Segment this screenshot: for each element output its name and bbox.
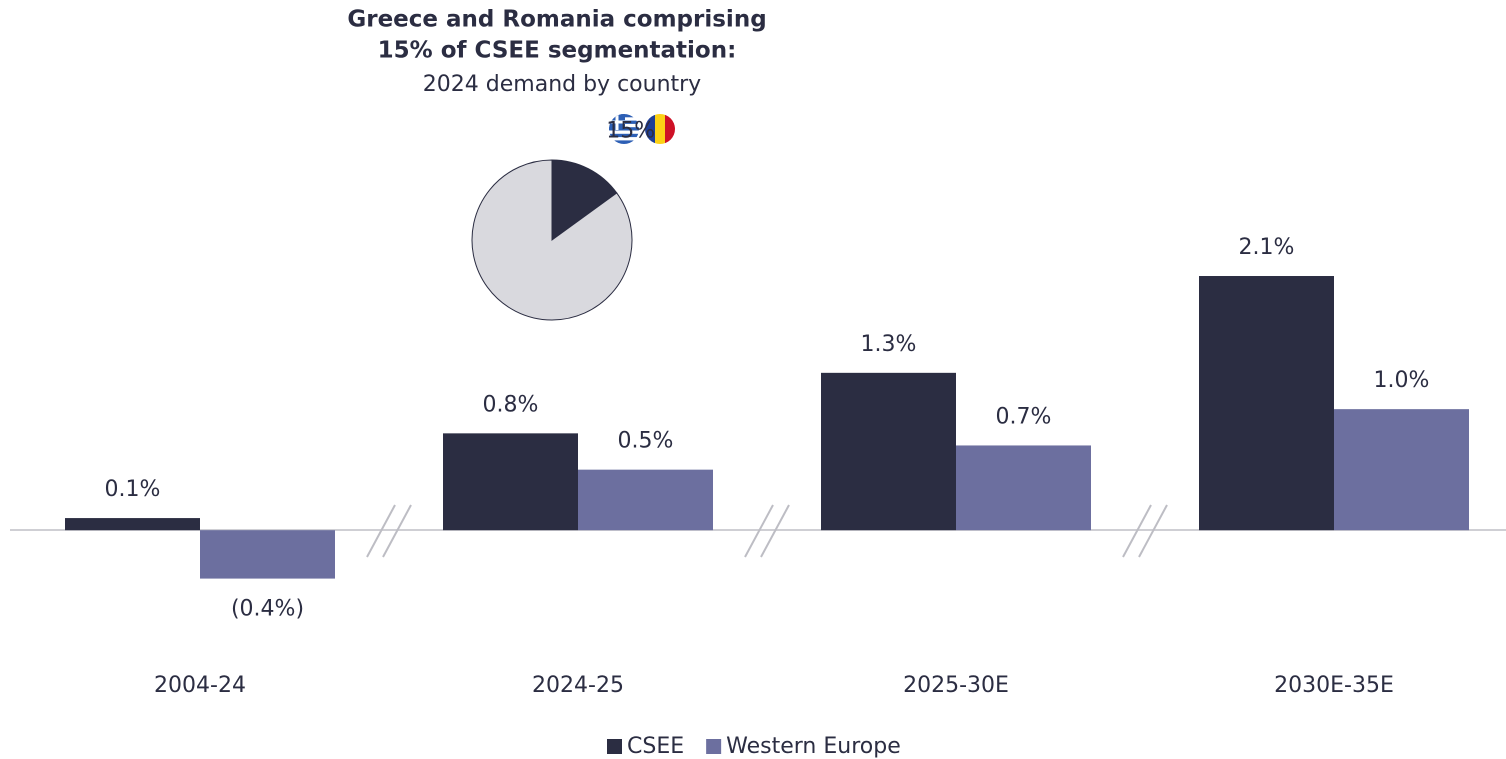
legend-swatch — [607, 739, 622, 754]
bar — [821, 372, 956, 531]
legend-swatch — [706, 739, 722, 754]
data-label: 0.7% — [996, 404, 1052, 429]
data-label: 15% — [606, 119, 655, 144]
legend-label: Western Europe — [726, 734, 901, 759]
data-label: (0.4%) — [231, 597, 304, 622]
bar — [443, 433, 578, 531]
data-label: 1.3% — [861, 332, 917, 357]
bar — [578, 469, 713, 531]
x-tick-label: 2004-24 — [154, 673, 246, 698]
bar — [200, 530, 335, 579]
axis-break — [1122, 504, 1152, 558]
bar — [1199, 276, 1334, 531]
pie-title: Greece and Romania comprising — [347, 7, 766, 33]
x-tick-label: 2030E-35E — [1274, 673, 1394, 698]
pie-subtitle: 2024 demand by country — [423, 72, 701, 97]
axis-break — [366, 504, 396, 558]
x-tick-label: 2025-30E — [903, 673, 1009, 698]
bar — [65, 518, 200, 531]
data-label: 0.8% — [483, 392, 539, 417]
data-label: 1.0% — [1374, 368, 1430, 393]
axis-break — [382, 504, 412, 558]
axis-break — [744, 504, 774, 558]
data-label: 0.1% — [105, 477, 161, 502]
bar — [956, 445, 1091, 531]
data-label: 0.5% — [618, 429, 674, 454]
legend-label: CSEE — [627, 734, 684, 759]
axis-break — [1138, 504, 1168, 558]
axis-break — [760, 504, 790, 558]
pie-title: 15% of CSEE segmentation: — [378, 38, 737, 64]
pie-slice — [551, 159, 618, 241]
pie-slice — [471, 159, 633, 321]
data-label: 2.1% — [1239, 235, 1295, 260]
flag-romania — [645, 114, 675, 144]
bar — [1334, 409, 1469, 531]
x-tick-label: 2024-25 — [532, 673, 624, 698]
